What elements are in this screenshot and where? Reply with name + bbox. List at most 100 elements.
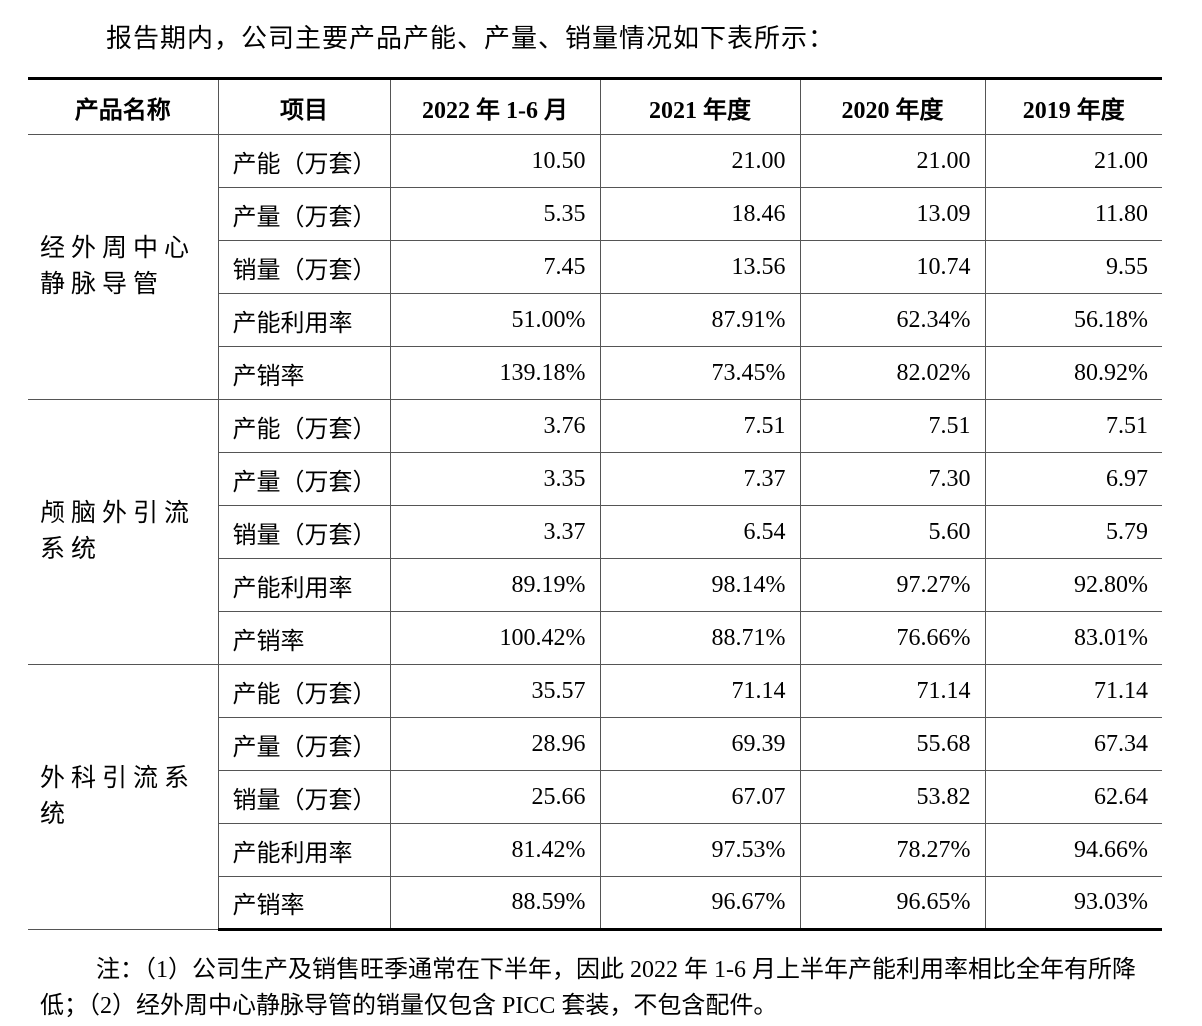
value-cell: 21.00: [984, 134, 1162, 188]
value-cell: 3.35: [389, 452, 601, 506]
item-cell: 产量（万套）: [218, 187, 391, 241]
item-cell: 产销率: [218, 611, 391, 665]
value-cell: 100.42%: [389, 611, 601, 665]
value-cell: 7.37: [599, 452, 801, 506]
value-cell: 76.66%: [799, 611, 986, 665]
table-row: 外科引流系统 产能（万套） 35.57 71.14 71.14 71.14: [28, 664, 1162, 930]
item-cell: 产销率: [218, 346, 391, 400]
value-cell: 67.07: [599, 770, 801, 824]
table-header-row: 产品名称 项目 2022 年 1-6 月 2021 年度 2020 年度 201…: [28, 77, 1162, 135]
header-item: 项目: [217, 77, 391, 135]
value-cell: 87.91%: [599, 293, 801, 347]
value-cell: 89.19%: [389, 558, 601, 612]
value-cell: 97.53%: [599, 823, 801, 877]
value-cell: 56.18%: [984, 293, 1162, 347]
value-cell: 82.02%: [799, 346, 986, 400]
table-row: 产销率 100.42% 88.71% 76.66% 83.01%: [28, 611, 1162, 665]
item-cell: 产能（万套）: [217, 664, 391, 718]
value-cell: 10.74: [799, 240, 986, 294]
value-cell: 69.39: [599, 717, 801, 771]
table-row: 经外周中心静脉导管 产能（万套） 10.50 21.00 21.00 21.00: [28, 134, 1162, 400]
table-row: 销量（万套） 25.66 67.07 53.82 62.64: [28, 770, 1162, 824]
table-row: 产销率 88.59% 96.67% 96.65% 93.03%: [28, 876, 1162, 931]
value-cell: 7.51: [984, 399, 1162, 453]
value-cell: 9.55: [984, 240, 1162, 294]
product-name-cell: 颅脑外引流系统: [28, 399, 219, 665]
intro-text: 报告期内，公司主要产品产能、产量、销量情况如下表所示：: [106, 24, 836, 53]
value-cell: 83.01%: [984, 611, 1162, 665]
value-cell: 21.00: [799, 134, 986, 188]
value-cell: 3.76: [389, 399, 601, 453]
capacity-table: 产品名称 项目 2022 年 1-6 月 2021 年度 2020 年度 201…: [28, 77, 1162, 931]
value-cell: 5.60: [799, 505, 986, 559]
item-cell: 产能利用率: [218, 293, 391, 347]
value-cell: 25.66: [389, 770, 601, 824]
footnote: 注：（1）公司生产及销售旺季通常在下半年，因此 2022 年 1-6 月上半年产…: [40, 957, 1136, 1019]
value-cell: 6.54: [599, 505, 801, 559]
value-cell: 53.82: [799, 770, 986, 824]
value-cell: 96.67%: [599, 876, 801, 931]
value-cell: 88.71%: [599, 611, 801, 665]
value-cell: 81.42%: [389, 823, 601, 877]
product-name-cell: 外科引流系统: [28, 664, 219, 930]
item-cell: 销量（万套）: [218, 505, 391, 559]
value-cell: 92.80%: [984, 558, 1162, 612]
value-cell: 62.64: [984, 770, 1162, 824]
value-cell: 5.35: [389, 187, 601, 241]
header-2019: 2019 年度: [984, 77, 1162, 135]
table-row: 销量（万套） 3.37 6.54 5.60 5.79: [28, 505, 1162, 559]
value-cell: 7.30: [799, 452, 986, 506]
value-cell: 18.46: [599, 187, 801, 241]
item-cell: 产能利用率: [218, 823, 391, 877]
value-cell: 5.79: [984, 505, 1162, 559]
header-2020: 2020 年度: [799, 77, 986, 135]
value-cell: 71.14: [984, 664, 1162, 718]
value-cell: 96.65%: [799, 876, 986, 931]
value-cell: 71.14: [599, 664, 801, 718]
value-cell: 97.27%: [799, 558, 986, 612]
value-cell: 7.45: [389, 240, 601, 294]
table-row: 产量（万套） 3.35 7.37 7.30 6.97: [28, 452, 1162, 506]
value-cell: 35.57: [389, 664, 601, 718]
table-row: 颅脑外引流系统 产能（万套） 3.76 7.51 7.51 7.51: [28, 399, 1162, 665]
header-2021: 2021 年度: [599, 77, 801, 135]
item-cell: 产量（万套）: [218, 717, 391, 771]
value-cell: 13.56: [599, 240, 801, 294]
value-cell: 93.03%: [984, 876, 1162, 931]
item-cell: 销量（万套）: [218, 770, 391, 824]
value-cell: 62.34%: [799, 293, 986, 347]
table-row: 产能利用率 89.19% 98.14% 97.27% 92.80%: [28, 558, 1162, 612]
table-row: 产能利用率 81.42% 97.53% 78.27% 94.66%: [28, 823, 1162, 877]
item-cell: 产销率: [218, 876, 391, 931]
table-row: 销量（万套） 7.45 13.56 10.74 9.55: [28, 240, 1162, 294]
value-cell: 51.00%: [389, 293, 601, 347]
value-cell: 55.68: [799, 717, 986, 771]
value-cell: 3.37: [389, 505, 601, 559]
value-cell: 28.96: [389, 717, 601, 771]
table-row: 产量（万套） 5.35 18.46 13.09 11.80: [28, 187, 1162, 241]
value-cell: 6.97: [984, 452, 1162, 506]
value-cell: 21.00: [599, 134, 801, 188]
value-cell: 88.59%: [389, 876, 601, 931]
value-cell: 10.50: [389, 134, 601, 188]
item-cell: 产能（万套）: [217, 134, 391, 188]
product-name-cell: 经外周中心静脉导管: [28, 134, 219, 400]
value-cell: 67.34: [984, 717, 1162, 771]
value-cell: 73.45%: [599, 346, 801, 400]
value-cell: 139.18%: [389, 346, 601, 400]
value-cell: 7.51: [799, 399, 986, 453]
header-2022h1: 2022 年 1-6 月: [389, 77, 601, 135]
value-cell: 13.09: [799, 187, 986, 241]
value-cell: 7.51: [599, 399, 801, 453]
table-row: 产能利用率 51.00% 87.91% 62.34% 56.18%: [28, 293, 1162, 347]
value-cell: 94.66%: [984, 823, 1162, 877]
value-cell: 11.80: [984, 187, 1162, 241]
header-product: 产品名称: [28, 77, 219, 135]
value-cell: 98.14%: [599, 558, 801, 612]
value-cell: 71.14: [799, 664, 986, 718]
item-cell: 产能利用率: [218, 558, 391, 612]
value-cell: 78.27%: [799, 823, 986, 877]
item-cell: 产量（万套）: [218, 452, 391, 506]
item-cell: 销量（万套）: [218, 240, 391, 294]
value-cell: 80.92%: [984, 346, 1162, 400]
